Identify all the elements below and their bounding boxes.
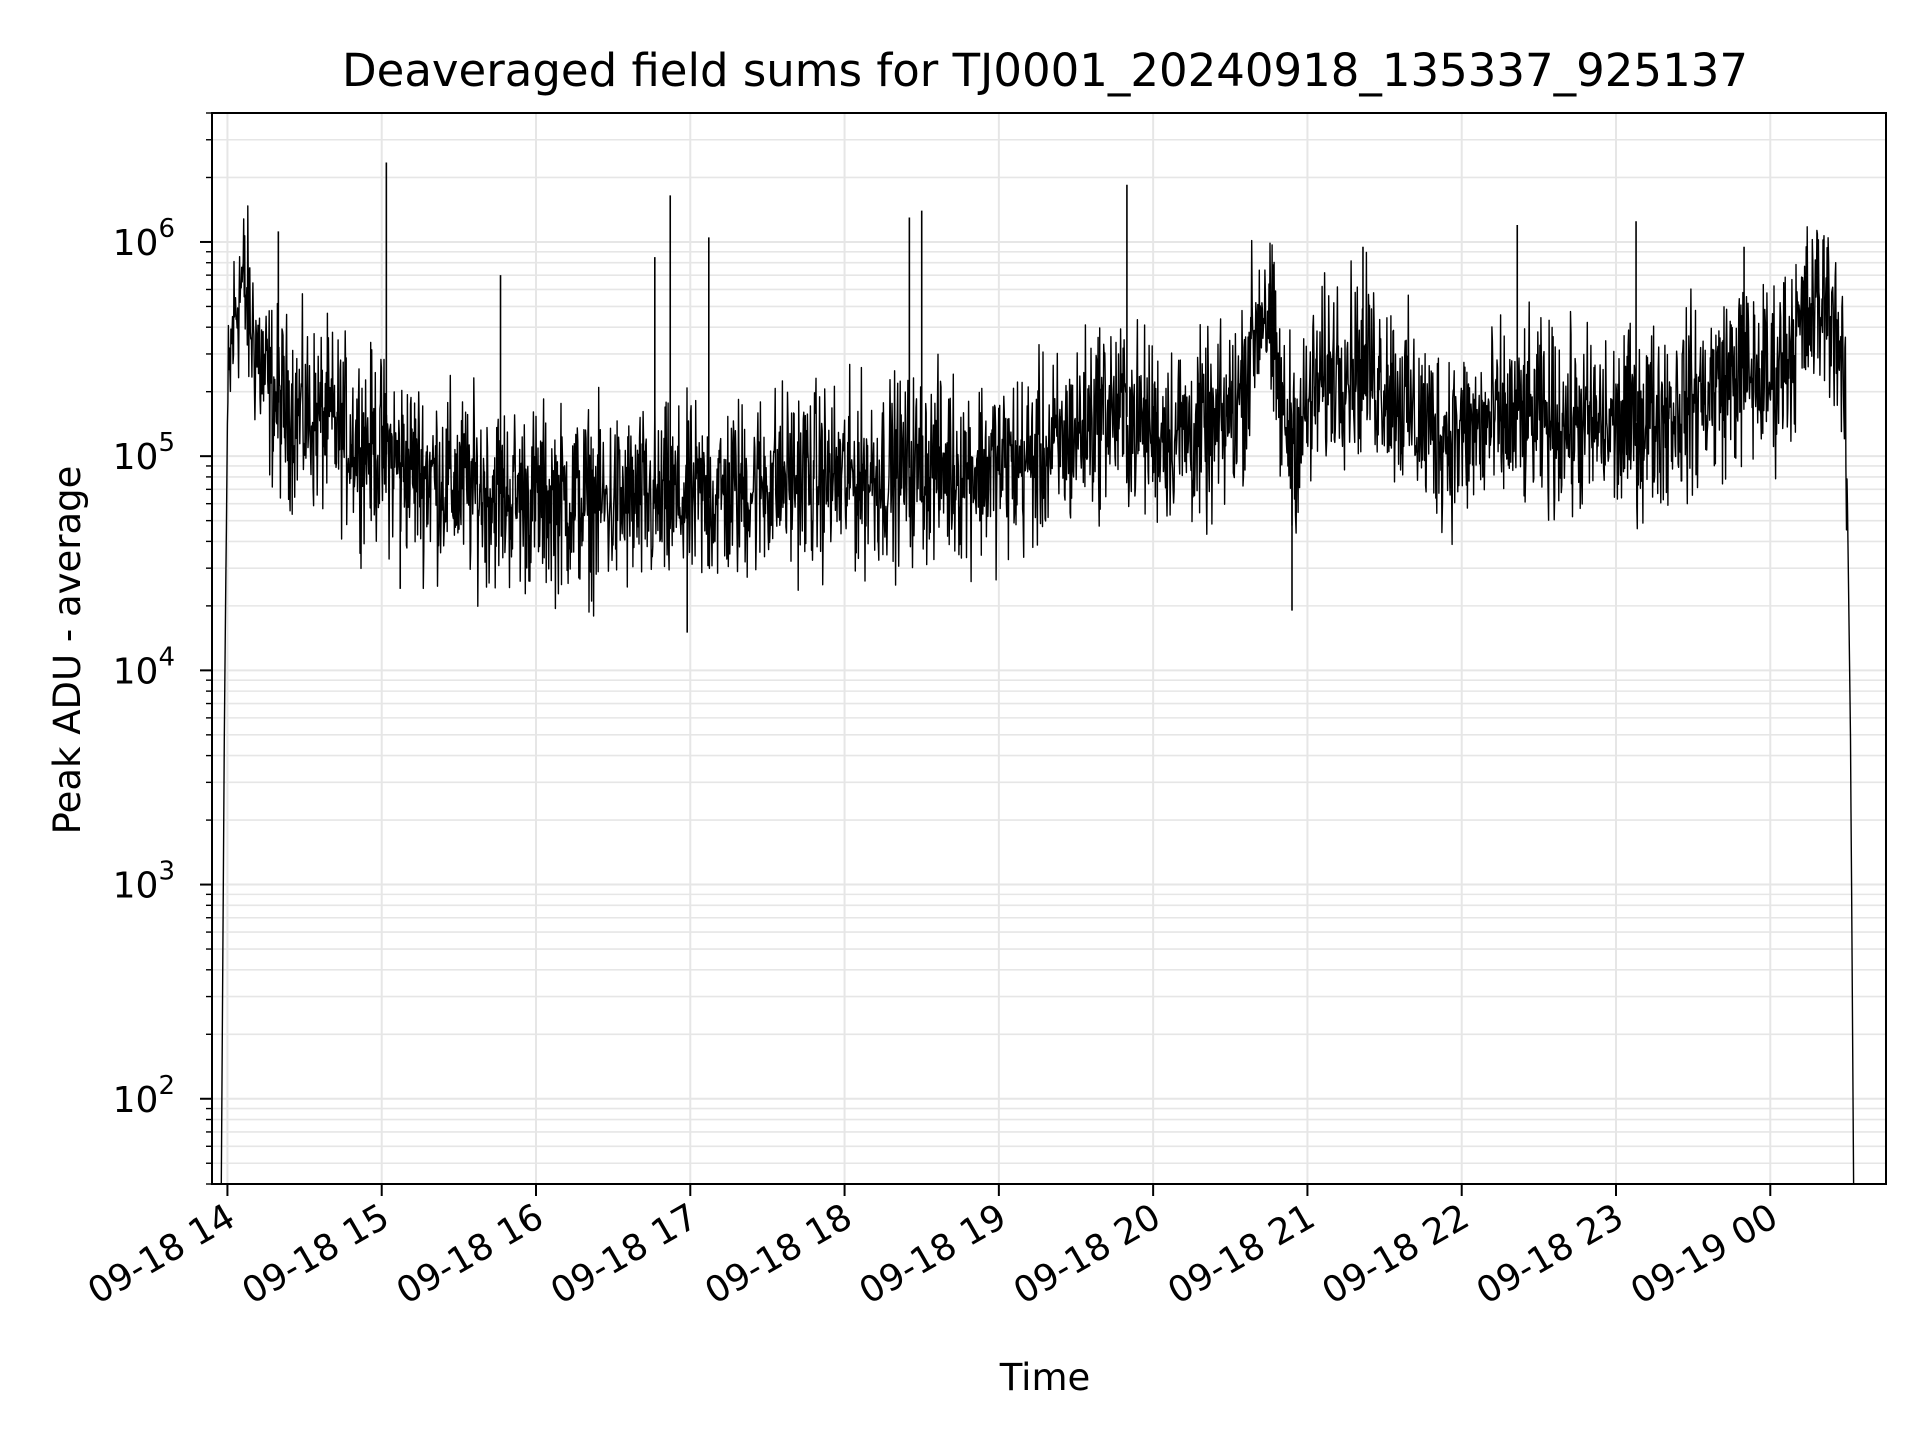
- y-tick-base: 10: [113, 1080, 159, 1121]
- y-tick-base: 10: [113, 223, 159, 264]
- y-tick-exp: 6: [158, 214, 175, 244]
- series-layer: [220, 162, 1855, 1185]
- x-axis-label: Time: [999, 1356, 1091, 1399]
- y-tick-base: 10: [113, 651, 159, 692]
- y-tick-label: 105: [113, 428, 175, 478]
- y-tick-base: 10: [113, 437, 159, 478]
- y-tick-exp: 3: [158, 857, 175, 887]
- y-tick-label: 104: [113, 642, 175, 692]
- grid-lines: [212, 112, 1886, 1185]
- y-tick-base: 10: [113, 866, 159, 907]
- y-tick-exp: 5: [158, 428, 175, 458]
- y-tick-label: 102: [113, 1071, 175, 1121]
- y-tick-exp: 4: [158, 642, 175, 672]
- series-line: [220, 205, 1855, 1185]
- y-tick-label: 106: [113, 214, 175, 264]
- plot-frame: [211, 112, 1887, 1185]
- chart-title: Deaveraged field sums for TJ0001_2024091…: [342, 44, 1748, 97]
- y-tick-exp: 2: [158, 1071, 175, 1101]
- y-axis-label: Peak ADU - average: [46, 466, 89, 835]
- y-tick-label: 103: [113, 857, 175, 907]
